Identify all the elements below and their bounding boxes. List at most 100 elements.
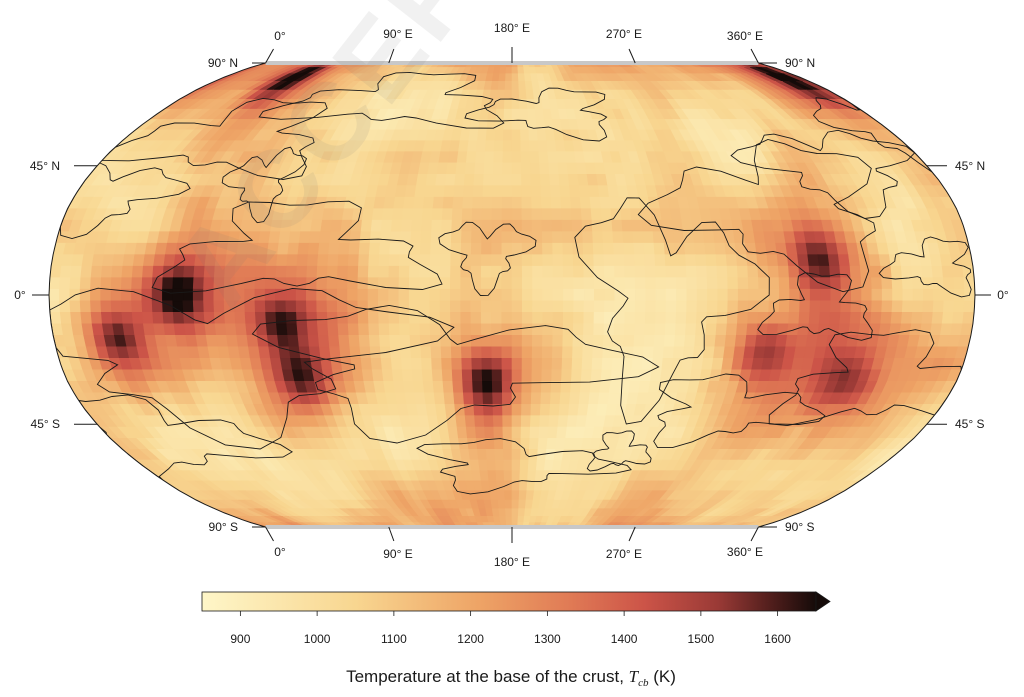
temperature-cell [807,254,820,267]
temperature-cell [581,357,593,371]
temperature-cell [90,277,102,290]
temperature-cell [786,254,800,267]
temperature-cell [558,174,570,186]
temperature-cell [182,277,195,290]
temperature-cell [706,300,719,313]
temperature-cell [431,208,444,221]
temperature-cell [551,346,564,359]
temperature-cell [491,346,503,359]
temperature-cell [480,323,492,336]
temperature-cell [456,151,468,164]
temperature-cell [809,277,821,290]
temperature-cell [440,346,452,359]
temperature-cell [518,490,528,501]
temperature-cell [612,231,624,244]
temperature-cell [268,231,281,244]
temperature-cell [520,437,531,450]
temperature-cell [797,323,810,336]
temperature-cell [367,288,379,302]
temperature-cell [511,119,521,131]
temperature-cell [643,334,656,348]
temperature-cell [531,346,543,359]
temperature-cell [672,231,685,244]
temperature-cell [717,288,729,302]
temperature-cell [634,265,646,279]
temperature-cell [520,151,531,164]
lat-label-right: 45° S [955,417,984,431]
temperature-cell [59,311,72,325]
temperature-cell [702,231,716,244]
temperature-cell [495,108,505,120]
temperature-cell [753,346,766,359]
temperature-cell [449,288,461,302]
temperature-cell [441,357,453,371]
temperature-cell [649,369,663,382]
temperature-cell [441,219,453,232]
temperature-cell [589,380,602,394]
temperature-cell [307,242,320,255]
temperature-cell [582,242,594,255]
temperature-cell [131,311,144,325]
temperature-cell [559,185,571,198]
temperature-cell [481,219,493,232]
temperature-cell [788,300,801,313]
temperature-cell [552,288,564,302]
temperature-cell [871,300,883,313]
temperature-cell [686,288,698,302]
temperature-cell [470,311,482,325]
temperature-cell [562,334,574,348]
temperature-cell [491,265,503,279]
temperature-cell [531,242,543,255]
temperature-cell [912,277,924,290]
temperature-cell [398,300,410,313]
temperature-cell [131,277,143,290]
temperature-cell [111,265,124,279]
temperature-cell [371,208,384,221]
temperature-cell [785,242,798,255]
temperature-cell [900,311,913,325]
temperature-cell [306,254,319,267]
temperature-cell [827,254,841,267]
temperature-cell [298,231,311,244]
temperature-cell [461,369,473,382]
temperature-cell [532,277,544,290]
temperature-cell [390,219,403,232]
temperature-cell [264,300,277,313]
temperature-cell [765,334,778,348]
temperature-cell [521,277,533,290]
temperature-cell [442,380,454,394]
temperature-cell [542,277,554,290]
temperature-cell [613,323,626,336]
temperature-cell [203,300,215,313]
temperature-cell [694,242,707,255]
temperature-cell [49,300,61,313]
temperature-cell [398,323,411,336]
temperature-cell [624,311,636,325]
temperature-cell [491,231,503,244]
temperature-cell [401,208,414,221]
temperature-cell [435,174,447,186]
temperature-cell [611,219,624,232]
temperature-cell [747,277,760,290]
temperature-cell [521,174,532,186]
temperature-cell [258,231,271,244]
temperature-cell [100,277,112,290]
temperature-cell [469,459,481,471]
temperature-cell [717,277,729,290]
temperature-cell [511,219,523,232]
temperature-cell [502,448,513,461]
temperature-cell [479,470,490,482]
temperature-cell [799,277,811,290]
temperature-cell [474,151,486,164]
temperature-cell [347,323,360,336]
temperature-cell [713,346,726,359]
temperature-cell [455,415,467,428]
temperature-cell [569,185,581,198]
temperature-cell [661,219,674,232]
temperature-cell [388,323,401,336]
temperature-cell [110,277,123,290]
temperature-cell [479,108,490,120]
temperature-cell [921,311,934,325]
temperature-cell [277,334,290,348]
temperature-cell [528,448,539,461]
